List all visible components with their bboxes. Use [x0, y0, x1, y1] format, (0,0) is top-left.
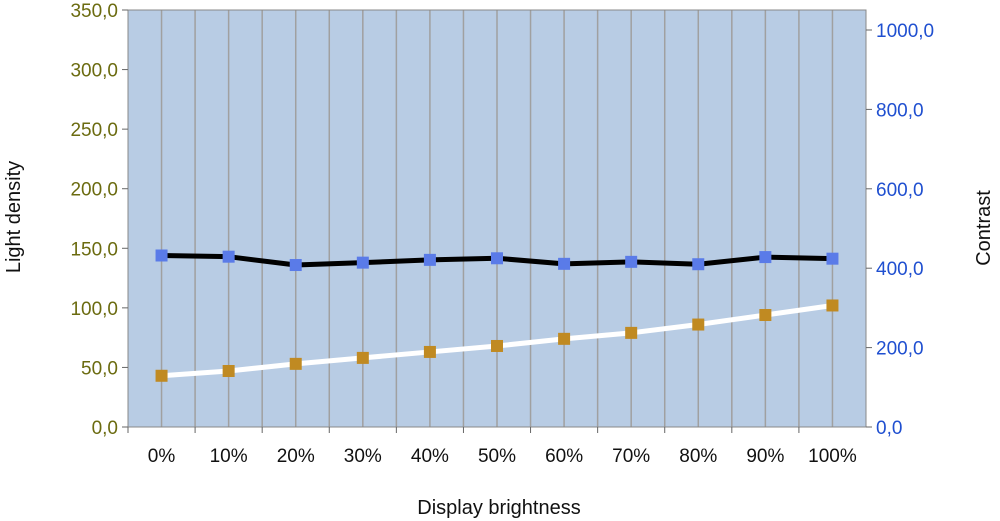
gridlines [127, 9, 867, 428]
right-tick-label: 0,0 [876, 418, 902, 439]
contrast-point [356, 256, 369, 269]
contrast-point [222, 250, 235, 263]
contrast-point [491, 252, 503, 265]
contrast-point [759, 251, 772, 264]
contrast-point [289, 259, 302, 272]
left-tick-label: 100,0 [70, 299, 118, 320]
left-axis-title: Light density [3, 161, 25, 273]
right-tick-label: 1000,0 [876, 21, 934, 42]
right-axis-title: Contrast [973, 190, 995, 266]
left-tick-label: 300,0 [70, 61, 118, 82]
x-tick-label: 20% [277, 446, 315, 467]
left-tick-label: 350,0 [70, 1, 118, 22]
light-density-point [759, 309, 772, 322]
light-density-point [289, 357, 302, 370]
left-axis: 0,0 50,0 100,0 150,0 200,0 250,0 300,0 350,0 [70, 1, 128, 439]
left-tick-label: 50,0 [81, 358, 118, 379]
right-tick-label: 200,0 [876, 339, 924, 360]
x-tick-label: 30% [344, 446, 382, 467]
light-density-point [558, 332, 571, 345]
x-tick-label: 100% [808, 446, 857, 467]
contrast-point [423, 253, 436, 266]
x-tick-label: 80% [679, 446, 717, 467]
left-tick-label: 150,0 [70, 239, 118, 260]
light-density-point [155, 369, 168, 382]
left-tick-label: 250,0 [70, 120, 118, 141]
right-tick-label: 600,0 [876, 180, 924, 201]
x-axis-title: Display brightness [417, 497, 580, 519]
x-tick-label: 90% [746, 446, 784, 467]
x-axis: 0% 10% 20% 30% 40% 50% 60% 70% 80% 90% 100% [127, 427, 857, 467]
light-density-point [356, 351, 369, 364]
left-tick-label: 200,0 [70, 180, 118, 201]
x-tick-label: 50% [478, 446, 516, 467]
contrast-point [625, 255, 638, 268]
plot-border [127, 9, 867, 428]
right-tick-label: 800,0 [876, 100, 924, 121]
contrast-point [558, 257, 571, 270]
right-axis: 0,0 200,0 400,0 600,0 800,0 1000,0 [866, 21, 934, 439]
light-density-point [692, 318, 705, 331]
right-tick-label: 400,0 [876, 259, 924, 280]
x-tick-label: 40% [411, 446, 449, 467]
contrast-point [155, 249, 168, 262]
light-density-point [423, 345, 436, 358]
series [155, 249, 839, 382]
x-tick-label: 0% [148, 446, 176, 467]
contrast-point [692, 258, 705, 271]
x-tick-label: 60% [545, 446, 583, 467]
light-density-point [826, 299, 839, 312]
x-tick-label: 10% [210, 446, 248, 467]
contrast-point [826, 252, 839, 265]
light-density-point [222, 365, 235, 378]
left-tick-label: 0,0 [92, 418, 118, 439]
light-density-point [625, 326, 638, 339]
light-density-point [491, 339, 503, 352]
x-tick-label: 70% [612, 446, 650, 467]
